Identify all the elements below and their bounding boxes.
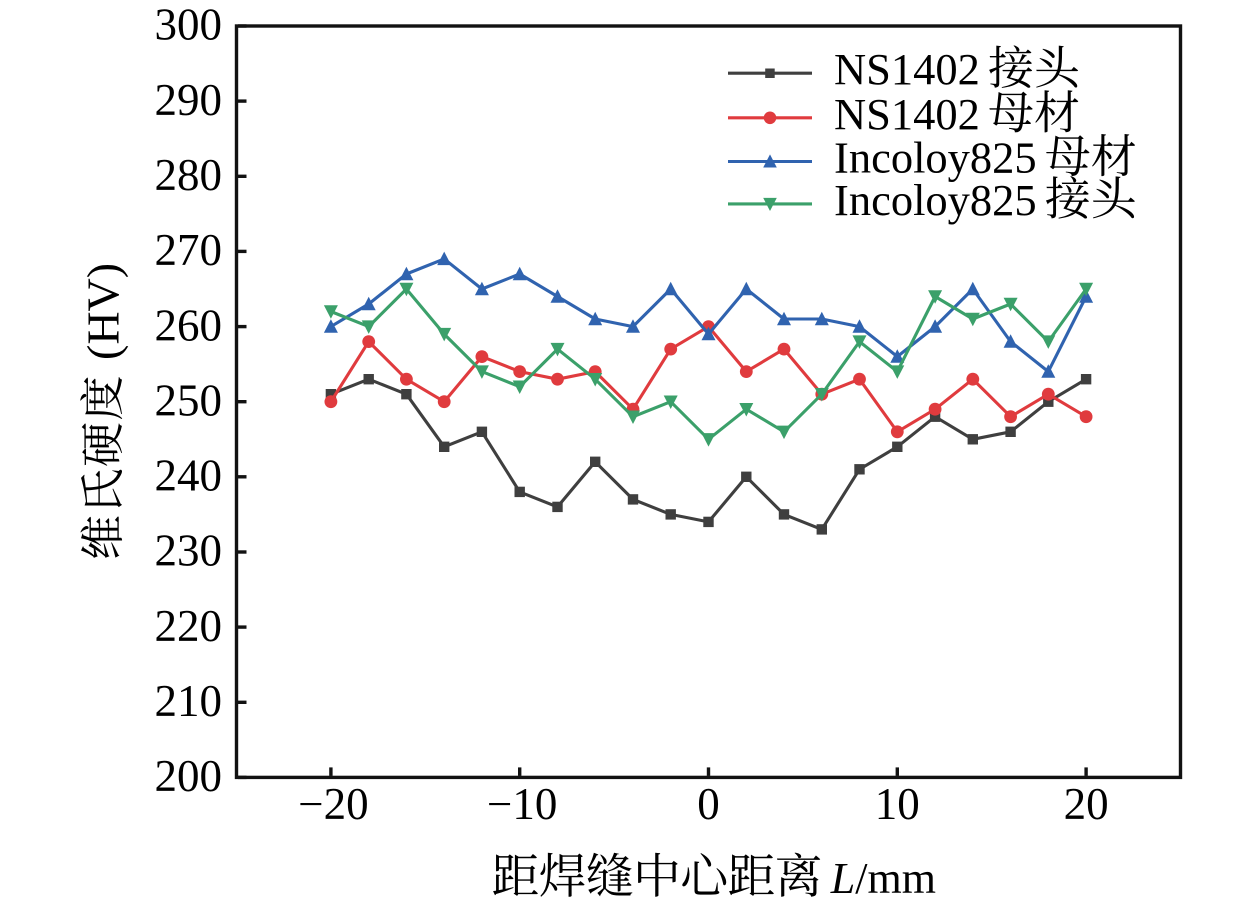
svg-text:300: 300 — [155, 0, 223, 50]
svg-text:240: 240 — [155, 451, 223, 501]
svg-text:200: 200 — [155, 751, 223, 801]
svg-text:NS1402: NS1402 — [834, 44, 991, 94]
svg-text:0: 0 — [697, 779, 720, 829]
svg-text:Incoloy825: Incoloy825 — [834, 175, 1048, 225]
svg-text:Incoloy825: Incoloy825 — [834, 133, 1048, 183]
svg-text:210: 210 — [155, 676, 223, 726]
svg-text:280: 280 — [155, 150, 223, 200]
svg-text:220: 220 — [155, 601, 223, 651]
svg-text:20: 20 — [1064, 779, 1109, 829]
svg-text:270: 270 — [155, 225, 223, 275]
svg-text:−20: −20 — [298, 779, 368, 829]
svg-text:260: 260 — [155, 300, 223, 350]
svg-text:−10: −10 — [487, 779, 557, 829]
svg-text:250: 250 — [155, 375, 223, 425]
svg-text:290: 290 — [155, 75, 223, 125]
svg-text:10: 10 — [875, 779, 920, 829]
svg-text:(HV): (HV) — [78, 263, 129, 360]
svg-text:L/mm: L/mm — [830, 854, 936, 903]
svg-text:230: 230 — [155, 526, 223, 576]
svg-text:NS1402: NS1402 — [834, 89, 991, 139]
